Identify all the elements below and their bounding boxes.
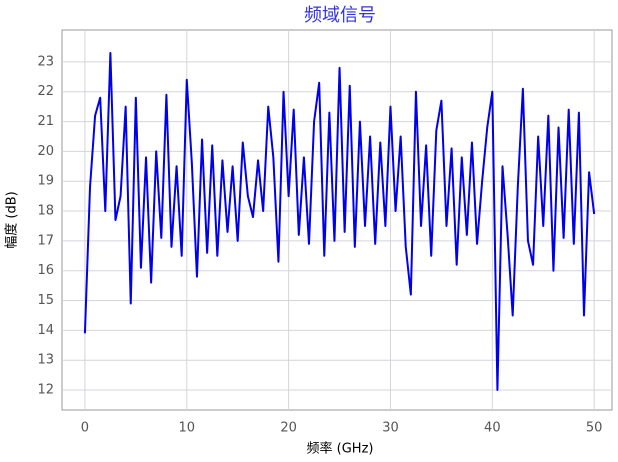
x-tick-label: 50 xyxy=(586,421,603,436)
y-axis-label: 幅度 (dB) xyxy=(4,191,20,248)
y-tick-label: 15 xyxy=(37,293,54,308)
x-tick-label: 30 xyxy=(382,421,399,436)
x-tick-label: 10 xyxy=(178,421,195,436)
signal-line xyxy=(83,51,596,392)
y-tick-label: 22 xyxy=(37,84,54,99)
x-axis-label: 频率 (GHz) xyxy=(307,441,374,457)
x-tick-label: 20 xyxy=(280,421,297,436)
x-tick-label: 40 xyxy=(484,421,501,436)
x-tick-label: 0 xyxy=(81,421,89,436)
y-tick-label: 14 xyxy=(37,323,54,338)
y-tick-label: 23 xyxy=(37,54,54,69)
plot-frame xyxy=(61,29,613,411)
y-tick-label: 18 xyxy=(37,204,54,219)
chart-title: 频域信号 xyxy=(304,5,376,26)
y-tick-label: 19 xyxy=(37,174,54,189)
y-tick-label: 20 xyxy=(37,144,54,159)
y-tick-label: 17 xyxy=(37,233,54,248)
y-tick-label: 21 xyxy=(37,114,54,129)
y-tick-label: 13 xyxy=(37,353,54,368)
y-tick-label: 16 xyxy=(37,263,54,278)
y-tick-label: 12 xyxy=(37,383,54,398)
